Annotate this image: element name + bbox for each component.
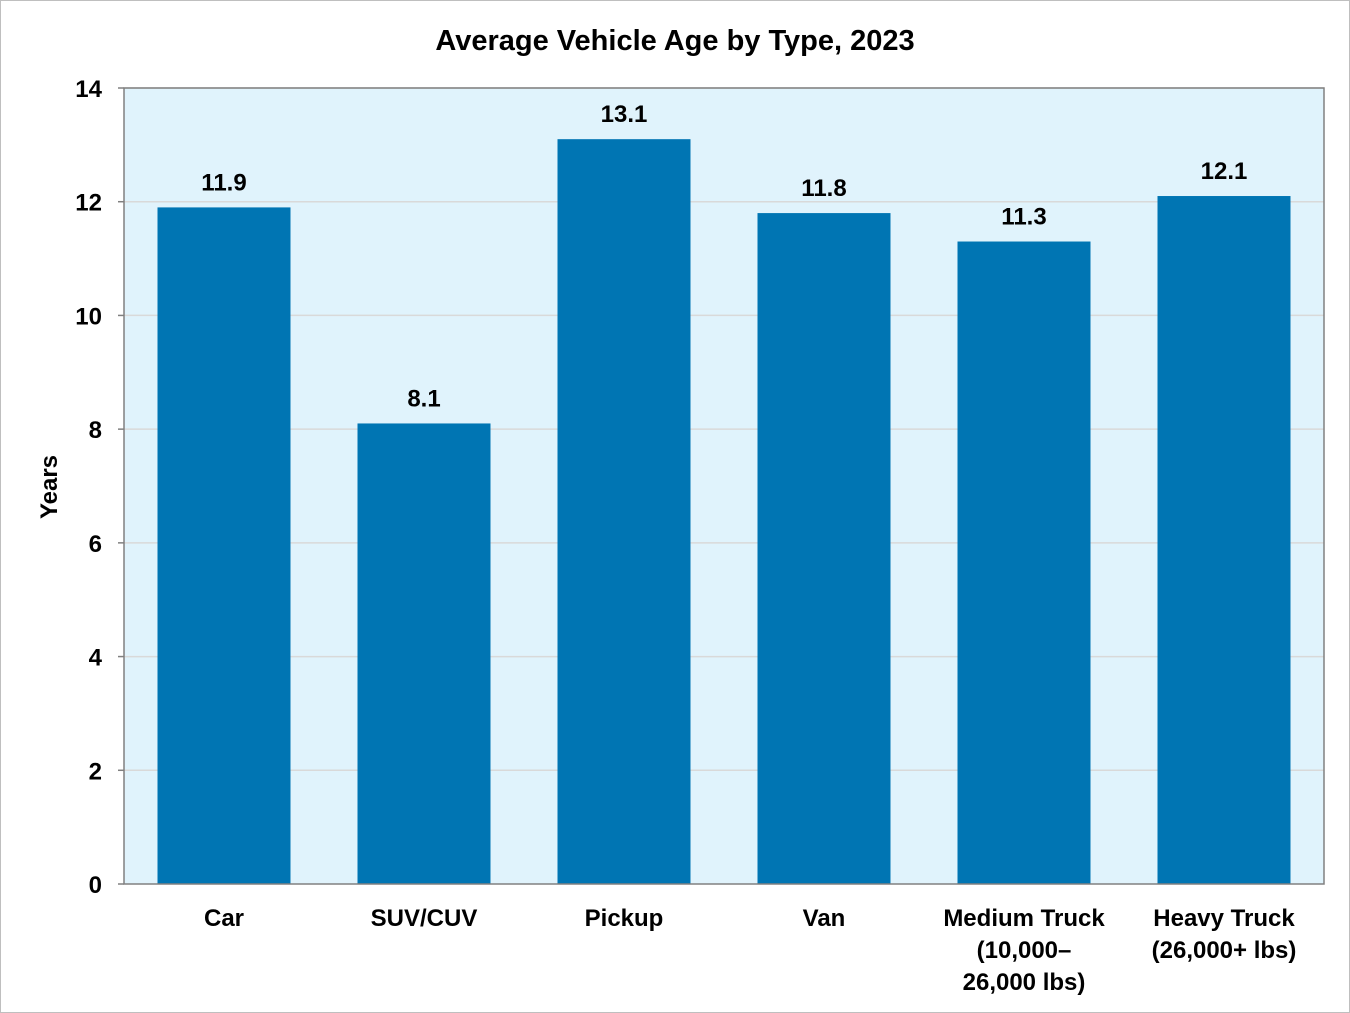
y-tick-label: 6 (89, 531, 102, 558)
x-category-label: Pickup (585, 905, 664, 932)
bar (557, 139, 691, 884)
bar (757, 213, 891, 885)
y-tick-label: 10 (75, 303, 102, 330)
plot-border (123, 87, 1325, 885)
y-tick-label: 0 (89, 872, 102, 899)
data-label: 11.8 (801, 175, 846, 202)
bar (957, 241, 1091, 884)
x-category-label: Heavy Truck (26,000+ lbs) (1152, 905, 1297, 964)
data-label: 11.3 (1001, 204, 1046, 231)
x-category-label: Van (803, 905, 846, 932)
chart-title: Average Vehicle Age by Type, 2023 (435, 25, 914, 57)
y-tick-label: 12 (75, 190, 102, 217)
y-tick-label: 2 (89, 758, 102, 785)
y-tick-label: 4 (89, 645, 103, 672)
y-axis-label: Years (36, 455, 63, 519)
x-category-label: Medium Truck (10,000– 26,000 lbs) (943, 905, 1105, 996)
data-label: 11.9 (201, 169, 246, 196)
plot-area (124, 88, 1324, 884)
bar (357, 423, 491, 884)
data-label: 13.1 (601, 101, 648, 128)
x-category-label: Car (204, 905, 244, 932)
y-tick-label: 8 (89, 417, 102, 444)
bar (1157, 196, 1291, 884)
bar (157, 207, 291, 884)
data-label: 12.1 (1201, 158, 1248, 185)
x-category-label: SUV/CUV (371, 905, 478, 932)
y-tick-label: 14 (75, 76, 102, 103)
data-label: 8.1 (407, 385, 440, 412)
